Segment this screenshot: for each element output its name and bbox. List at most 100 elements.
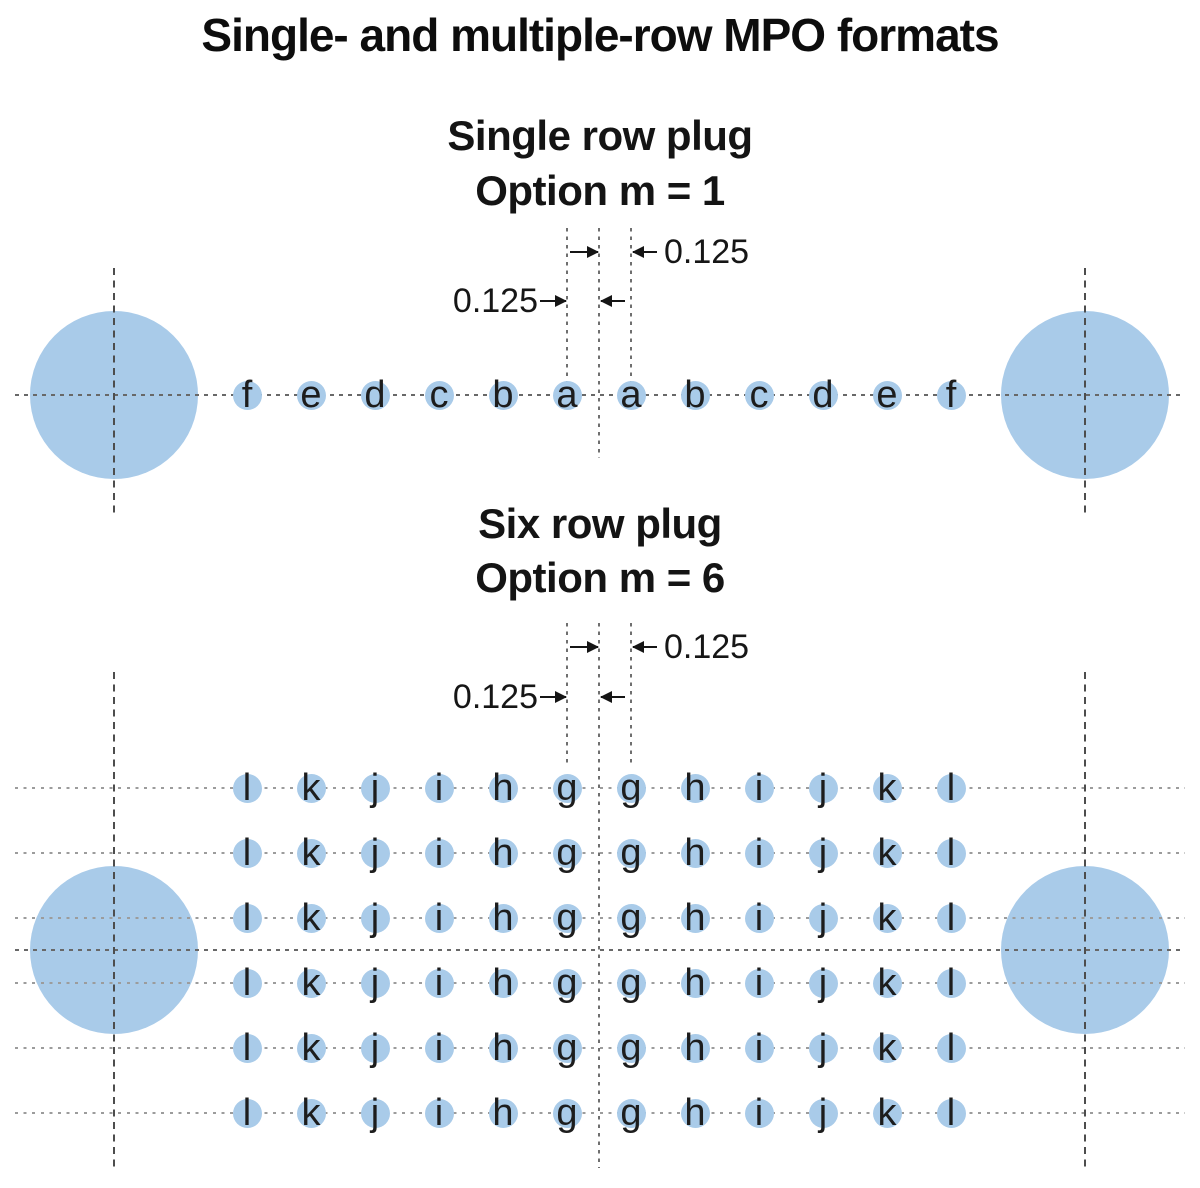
fiber-letter: i (754, 897, 764, 939)
fiber-j: j (360, 964, 390, 1002)
fiber-letter: g (620, 897, 642, 939)
row-guide-line (15, 787, 1185, 789)
fiber-d: d (360, 376, 390, 414)
fiber-f: f (936, 376, 966, 414)
fiber-letter: i (754, 767, 764, 809)
fiber-letter: g (556, 1027, 578, 1069)
fiber-g: g (552, 834, 582, 872)
fiber-l: l (936, 964, 966, 1002)
fiber-letter: i (434, 962, 444, 1004)
dim-label-left-bottom: 0.125 (452, 678, 538, 716)
fiber-letter: k (301, 897, 321, 939)
fiber-i: i (744, 769, 774, 807)
fiber-j: j (808, 834, 838, 872)
fiber-i: i (744, 834, 774, 872)
dim-arrow-right-at-g-bottom (540, 691, 567, 703)
fiber-h: h (488, 899, 518, 937)
dim-label-right-top: 0.125 (664, 233, 750, 271)
fiber-letter: i (754, 832, 764, 874)
fiber-l: l (232, 769, 262, 807)
fiber-i: i (424, 1094, 454, 1132)
fiber-k: k (872, 769, 902, 807)
fiber-letter: h (684, 1027, 706, 1069)
fiber-k: k (872, 899, 902, 937)
fiber-letter: f (241, 374, 253, 416)
fiber-letter: g (620, 1092, 642, 1134)
ref-line-center-top (598, 228, 600, 458)
fiber-letter: k (877, 832, 897, 874)
dim-arrow-left-at-g-bottom (632, 641, 657, 653)
fiber-h: h (680, 1029, 710, 1067)
fiber-a: a (552, 376, 582, 414)
fiber-letter: j (370, 962, 380, 1004)
fiber-letter: i (434, 832, 444, 874)
fiber-g: g (552, 899, 582, 937)
fiber-i: i (424, 769, 454, 807)
ref-line-center-bottom (598, 623, 600, 1168)
fiber-letter: c (429, 374, 449, 416)
fiber-j: j (360, 899, 390, 937)
fiber-letter: h (492, 962, 514, 1004)
fiber-i: i (744, 964, 774, 1002)
dim-label-left-top: 0.125 (452, 282, 538, 320)
fiber-letter: i (434, 897, 444, 939)
fiber-letter: h (492, 767, 514, 809)
fiber-letter: j (818, 832, 828, 874)
fiber-b: b (488, 376, 518, 414)
ref-line-left-g-bottom (566, 623, 568, 765)
fiber-letter: h (684, 1092, 706, 1134)
fiber-l: l (936, 899, 966, 937)
fiber-j: j (808, 964, 838, 1002)
fiber-e: e (296, 376, 326, 414)
figure-title: Single- and multiple-row MPO formats (201, 9, 999, 61)
fiber-letter: h (492, 832, 514, 874)
fiber-i: i (424, 1029, 454, 1067)
fiber-h: h (680, 1094, 710, 1132)
ref-line-right-a-top (630, 228, 632, 408)
fiber-letter: g (556, 962, 578, 1004)
fiber-i: i (744, 1094, 774, 1132)
fiber-letter: l (946, 962, 956, 1004)
fiber-letter: d (364, 374, 386, 416)
ref-line-left-a-top (566, 228, 568, 408)
fiber-letter: i (434, 1092, 444, 1134)
fiber-a: a (616, 376, 646, 414)
fiber-g: g (552, 769, 582, 807)
fiber-l: l (232, 834, 262, 872)
fiber-letter: g (556, 897, 578, 939)
fiber-j: j (360, 1029, 390, 1067)
centerline-horizontal-bottom (15, 949, 1185, 951)
fiber-letter: j (818, 767, 828, 809)
fiber-letter: h (684, 832, 706, 874)
fiber-j: j (808, 1094, 838, 1132)
fiber-g: g (616, 1029, 646, 1067)
fiber-letter: a (556, 374, 578, 416)
fiber-letter: l (242, 832, 252, 874)
fiber-k: k (296, 1029, 326, 1067)
fiber-i: i (424, 964, 454, 1002)
fiber-letter: g (620, 962, 642, 1004)
dim-arrow-right-at-center-top (570, 246, 599, 258)
fiber-k: k (296, 964, 326, 1002)
fiber-letter: l (946, 767, 956, 809)
fiber-g: g (616, 834, 646, 872)
fiber-letter: h (684, 767, 706, 809)
fiber-letter: i (434, 1027, 444, 1069)
fiber-letter: l (242, 1092, 252, 1134)
fiber-k: k (872, 834, 902, 872)
fiber-c: c (424, 376, 454, 414)
fiber-letter: e (300, 374, 322, 416)
six-row-heading: Six row plug (478, 500, 722, 547)
fiber-letter: k (877, 962, 897, 1004)
fiber-h: h (488, 1029, 518, 1067)
dim-arrow-left-at-center-bottom (600, 691, 625, 703)
fiber-letter: j (370, 1027, 380, 1069)
fiber-letter: l (946, 832, 956, 874)
fiber-letter: i (754, 1092, 764, 1134)
fiber-letter: h (492, 1027, 514, 1069)
fiber-i: i (744, 899, 774, 937)
fiber-letter: j (818, 1027, 828, 1069)
fiber-letter: g (620, 1027, 642, 1069)
fiber-letter: i (434, 767, 444, 809)
single-row-option-label: Option m = 1 (475, 167, 725, 214)
